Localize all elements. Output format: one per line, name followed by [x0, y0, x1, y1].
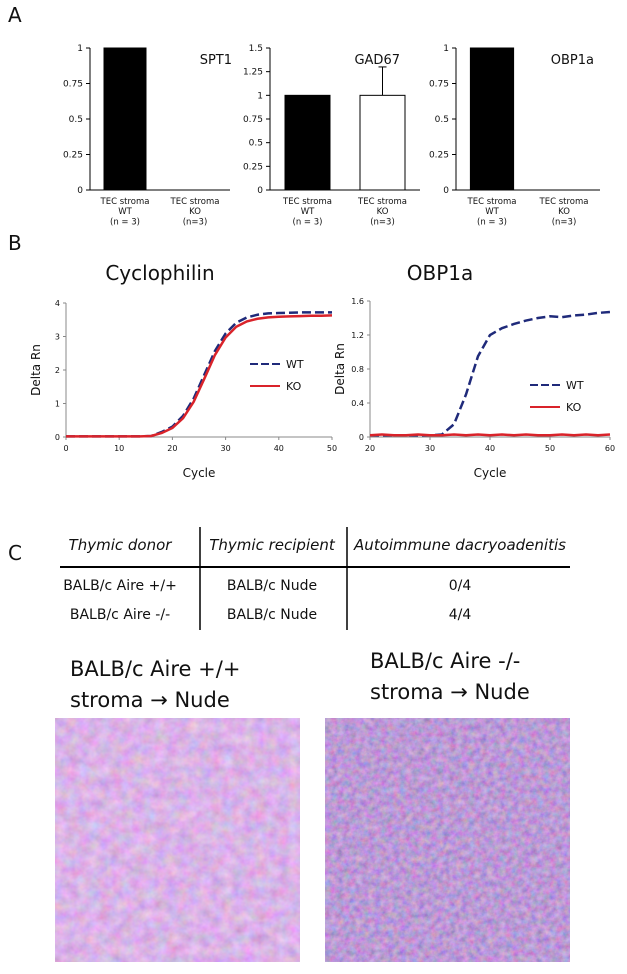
- image-caption: stroma → Nude: [370, 680, 530, 704]
- x-tick-label: 10: [114, 444, 124, 453]
- panel-label: C: [8, 541, 22, 565]
- chart-title: OBP1a: [551, 53, 594, 68]
- chart-title: GAD67: [354, 53, 400, 68]
- x-tick-label: 20: [365, 444, 375, 453]
- x-tick-label: 60: [605, 444, 615, 453]
- x-tick-label: TEC stroma WT (n = 3): [467, 197, 517, 227]
- legend-label: KO: [286, 380, 302, 393]
- histology-image: [325, 718, 570, 962]
- y-axis-label: Delta Rn: [333, 343, 347, 395]
- y-tick-label: 1: [443, 44, 449, 54]
- x-axis-label: Cycle: [183, 466, 216, 480]
- x-tick-label: 40: [485, 444, 495, 453]
- x-tick-label: TEC stroma WT (n = 3): [282, 197, 332, 227]
- y-tick-label: 0: [359, 433, 364, 442]
- y-tick-label: 0.4: [351, 399, 364, 408]
- y-tick-label: 2: [55, 366, 60, 375]
- bar: [284, 94, 331, 191]
- x-tick-label: 0: [63, 444, 68, 453]
- y-tick-label: 0.8: [351, 365, 364, 374]
- image-caption: BALB/c Aire -/-: [370, 649, 520, 673]
- legend-label: KO: [566, 401, 582, 414]
- x-tick-label: 50: [545, 444, 555, 453]
- y-tick-label: 0.75: [63, 80, 83, 90]
- x-tick-label: 20: [167, 444, 177, 453]
- table-cell: 0/4: [449, 578, 472, 594]
- image-caption: stroma → Nude: [70, 688, 230, 712]
- y-tick-label: 0.75: [243, 115, 263, 125]
- table-cell: BALB/c Nude: [227, 578, 317, 594]
- x-tick-label: TEC stroma WT (n = 3): [100, 197, 150, 227]
- x-tick-label: 30: [221, 444, 231, 453]
- y-tick-label: 0: [443, 186, 449, 196]
- y-tick-label: 0.5: [249, 139, 263, 149]
- table-cell: 4/4: [449, 607, 472, 623]
- table-header: Thymic recipient: [209, 536, 336, 554]
- table-header: Thymic donor: [69, 536, 173, 554]
- line-series: [369, 433, 611, 437]
- y-tick-label: 0.75: [429, 80, 449, 90]
- y-tick-label: 1: [77, 44, 83, 54]
- y-tick-label: 3: [55, 333, 60, 342]
- x-tick-label: 50: [327, 444, 337, 453]
- bar: [359, 94, 406, 191]
- y-tick-label: 1: [55, 400, 60, 409]
- x-tick-label: 40: [274, 444, 284, 453]
- line-series: [66, 311, 332, 438]
- table-cell: BALB/c Aire -/-: [70, 607, 170, 623]
- x-tick-label: TEC stroma KO (n=3): [357, 197, 407, 227]
- panel-label: A: [8, 3, 22, 27]
- table-cell: BALB/c Aire +/+: [63, 578, 177, 594]
- chart-title: SPT1: [200, 53, 232, 68]
- bar: [469, 47, 515, 191]
- y-tick-label: 0: [77, 186, 83, 196]
- line-series: [66, 314, 333, 438]
- table-header: Autoimmune dacryoadenitis: [353, 536, 566, 554]
- y-axis-label: Delta Rn: [29, 344, 43, 396]
- bar: [103, 47, 147, 191]
- chart-title: OBP1a: [407, 261, 474, 285]
- y-tick-label: 1.6: [351, 297, 364, 306]
- y-tick-label: 1.25: [243, 68, 263, 78]
- chart-title: Cyclophilin: [105, 261, 214, 285]
- y-tick-label: 0: [257, 186, 263, 196]
- x-tick-label: TEC stroma KO (n=3): [170, 197, 220, 227]
- x-tick-label: 30: [425, 444, 435, 453]
- y-tick-label: 0.25: [243, 162, 263, 172]
- y-tick-label: 0.5: [69, 115, 83, 125]
- y-tick-label: 4: [55, 299, 60, 308]
- line-series: [370, 310, 611, 437]
- y-tick-label: 0.25: [429, 151, 449, 161]
- y-tick-label: 0.25: [63, 151, 83, 161]
- y-tick-label: 0: [55, 433, 60, 442]
- table-cell: BALB/c Nude: [227, 607, 317, 623]
- panel-label: B: [8, 231, 22, 255]
- y-tick-label: 1: [257, 91, 263, 101]
- image-caption: BALB/c Aire +/+: [70, 657, 240, 681]
- y-tick-label: 1.5: [249, 44, 263, 54]
- y-tick-label: 0.5: [435, 115, 449, 125]
- legend-label: WT: [566, 379, 584, 392]
- y-tick-label: 1.2: [351, 331, 364, 340]
- x-tick-label: TEC stroma KO (n=3): [539, 197, 589, 227]
- x-axis-label: Cycle: [474, 466, 507, 480]
- histology-image: [55, 718, 300, 962]
- legend-label: WT: [286, 358, 304, 371]
